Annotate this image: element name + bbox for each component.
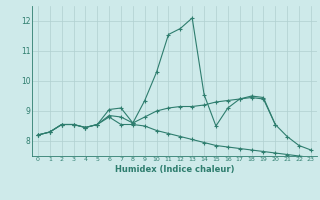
- X-axis label: Humidex (Indice chaleur): Humidex (Indice chaleur): [115, 165, 234, 174]
